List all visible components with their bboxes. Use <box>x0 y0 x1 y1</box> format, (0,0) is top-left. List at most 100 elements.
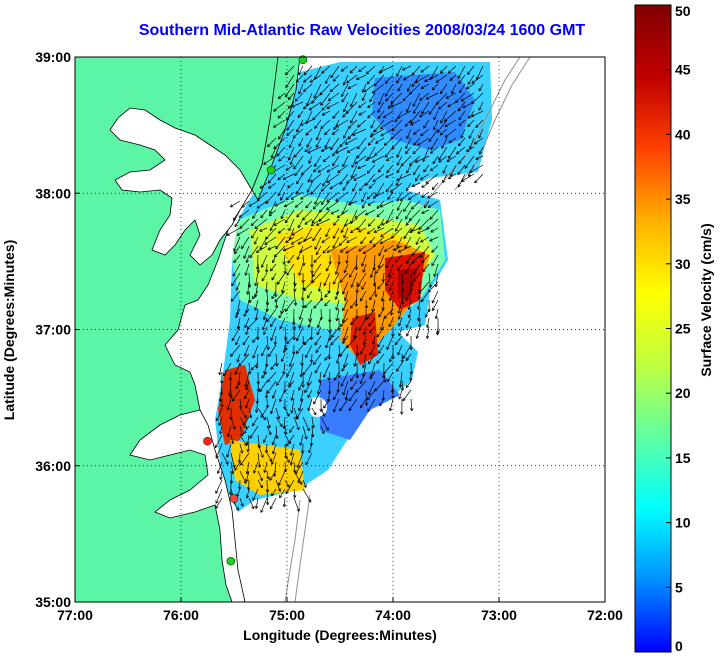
velocity-arrow-head <box>297 257 300 260</box>
velocity-arrow <box>247 443 250 452</box>
velocity-arrow <box>302 281 305 291</box>
velocity-arrow <box>230 434 234 444</box>
velocity-arrow <box>397 263 403 271</box>
velocity-arrow <box>248 407 252 418</box>
velocity-arrow-head <box>296 80 300 83</box>
velocity-arrow <box>245 371 250 388</box>
velocity-arrow <box>230 290 241 302</box>
velocity-arrow <box>274 200 286 207</box>
velocity-arrow-head <box>294 98 297 102</box>
velocity-arrow-head <box>368 324 372 327</box>
velocity-arrow-head <box>276 363 279 367</box>
velocity-arrow-head <box>402 67 405 71</box>
velocity-arrow-head <box>373 267 376 271</box>
velocity-arrow <box>405 146 412 154</box>
velocity-arrow-head <box>315 145 319 148</box>
velocity-arrow <box>426 317 430 328</box>
velocity-arrow-head <box>277 282 281 285</box>
velocity-arrow <box>283 362 286 375</box>
velocity-arrow <box>373 272 376 287</box>
velocity-arrow <box>439 83 448 95</box>
velocity-arrow-head <box>405 299 409 302</box>
y-tick-label: 39:00 <box>35 49 71 65</box>
velocity-arrow-head <box>221 404 224 408</box>
velocity-arrow-head <box>341 100 345 103</box>
velocity-arrow <box>275 407 280 420</box>
velocity-arrow <box>346 173 358 184</box>
velocity-arrow <box>345 245 358 254</box>
velocity-arrow-head <box>300 171 303 175</box>
velocity-arrow-head <box>406 110 410 113</box>
velocity-arrow <box>332 227 340 239</box>
velocity-arrow-head <box>342 292 346 295</box>
velocity-arrow-head <box>364 305 367 309</box>
velocity-arrow-head <box>354 303 357 307</box>
velocity-arrow-head <box>277 230 280 234</box>
velocity-arrow-head <box>346 182 350 184</box>
velocity-arrow-head <box>389 312 392 316</box>
velocity-arrow <box>409 227 421 233</box>
velocity-arrow-head <box>369 377 373 380</box>
velocity-arrow-head <box>366 82 370 85</box>
velocity-arrow-head <box>218 371 220 376</box>
velocity-arrow <box>358 110 367 116</box>
velocity-arrow-head <box>447 175 451 179</box>
velocity-arrow-head <box>298 407 300 411</box>
velocity-arrow-head <box>272 451 276 455</box>
velocity-arrow <box>393 245 403 251</box>
velocity-arrow <box>242 335 250 346</box>
velocity-arrow <box>382 110 394 119</box>
velocity-arrow <box>306 137 313 148</box>
velocity-arrow-head <box>471 80 474 84</box>
velocity-arrow-head <box>323 406 327 409</box>
velocity-arrow-head <box>429 77 433 81</box>
velocity-arrow <box>421 254 430 264</box>
velocity-arrow <box>298 83 304 95</box>
velocity-arrow-head <box>263 440 267 443</box>
velocity-arrow-head <box>320 103 324 106</box>
velocity-arrow <box>304 299 313 308</box>
velocity-arrow-head <box>365 157 368 161</box>
velocity-arrow-head <box>397 89 401 92</box>
velocity-arrow <box>266 335 269 350</box>
velocity-arrow-head <box>226 454 230 458</box>
velocity-arrow-head <box>311 221 315 224</box>
velocity-arrow-head <box>285 95 289 98</box>
velocity-arrow-head <box>306 436 308 440</box>
velocity-arrow <box>339 344 349 357</box>
velocity-arrow-head <box>456 153 460 155</box>
velocity-arrow <box>348 389 358 402</box>
velocity-arrow-head <box>291 232 294 236</box>
velocity-arrow-head <box>369 100 373 103</box>
velocity-arrow <box>411 254 421 264</box>
velocity-arrow-head <box>469 170 472 173</box>
velocity-arrow-head <box>420 135 424 137</box>
velocity-arrow <box>313 389 322 405</box>
velocity-arrow-head <box>422 270 426 273</box>
velocity-arrow <box>456 146 466 155</box>
velocity-arrow <box>236 227 250 236</box>
velocity-arrow <box>284 443 287 459</box>
velocity-arrow <box>233 254 241 263</box>
velocity-arrow <box>362 353 367 368</box>
velocity-arrow-head <box>409 229 412 233</box>
velocity-arrow <box>227 425 232 437</box>
velocity-arrow <box>356 146 367 159</box>
velocity-arrow <box>236 281 241 291</box>
velocity-arrow-head <box>302 279 305 283</box>
velocity-arrow <box>235 335 241 346</box>
velocity-arrow-head <box>421 261 425 264</box>
velocity-arrow <box>299 245 313 253</box>
velocity-arrow-head <box>465 86 469 89</box>
velocity-arrow-head <box>363 342 367 346</box>
velocity-arrow-head <box>308 449 310 454</box>
velocity-arrow-head <box>342 341 346 344</box>
velocity-arrow <box>261 254 268 268</box>
velocity-arrow-head <box>305 204 307 209</box>
velocity-arrow-head <box>319 93 323 96</box>
velocity-arrow-head <box>428 140 432 143</box>
velocity-arrow <box>341 92 349 103</box>
velocity-arrow <box>428 281 439 293</box>
velocity-arrow-head <box>220 477 223 480</box>
